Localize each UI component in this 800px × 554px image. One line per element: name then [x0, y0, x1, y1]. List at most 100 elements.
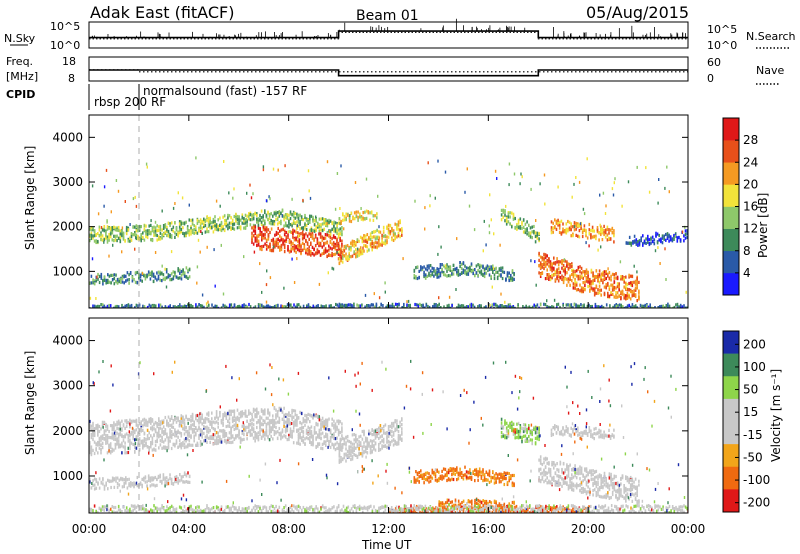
power-cells-cell — [441, 269, 443, 273]
power-cells-cell — [441, 267, 443, 272]
power-cells-cell — [543, 257, 545, 261]
power-cells-cell — [97, 239, 99, 244]
power-cells-cell — [288, 240, 291, 244]
power-cells-cell — [261, 247, 263, 251]
power-cells-cell — [137, 226, 139, 230]
power-cells-cell — [625, 294, 627, 298]
power-cells-cell — [199, 224, 202, 228]
power-cells-cell — [340, 259, 342, 263]
vel-cells-cell — [291, 408, 293, 412]
power-cells-cell — [394, 237, 396, 241]
power-cells-cell — [275, 214, 277, 218]
power-cells-cell — [294, 216, 297, 220]
vel-cells-cell — [246, 432, 248, 436]
power-cells-cell — [370, 303, 373, 307]
power-cells-cell — [617, 307, 619, 308]
vel-cells-cell — [95, 447, 97, 451]
vel-cells-cell — [309, 429, 311, 433]
power-cells-cell — [553, 256, 555, 260]
power-cells-cell — [684, 232, 687, 236]
vel-cells-cell — [158, 419, 160, 423]
power-cells-cell — [227, 223, 229, 227]
power-cells-cell — [343, 214, 346, 219]
vel-cells-cell — [148, 436, 150, 441]
vel-cells-cell — [135, 446, 138, 450]
power-cells-cell — [602, 306, 605, 308]
power-cells-cell — [163, 307, 165, 308]
power-cells-cell — [101, 228, 104, 232]
vel-cells-cell — [142, 446, 144, 450]
power-cells-cell — [259, 229, 261, 233]
vel-cells-cell — [209, 429, 211, 433]
power-cells-speck — [259, 262, 261, 266]
power-cells-cell — [284, 221, 287, 225]
power-cells-cell — [172, 305, 175, 308]
power-cells-cell — [256, 239, 258, 243]
power-cells-cell — [148, 303, 151, 307]
power-cells-cell — [393, 308, 395, 311]
power-cells-cell — [121, 303, 123, 308]
power-cells-cell — [341, 303, 343, 307]
vel-cells-cell — [228, 409, 231, 413]
vel-cells-cell — [320, 419, 322, 423]
vel-cells-cell — [204, 425, 207, 430]
power-cells-cell — [568, 220, 571, 224]
power-cells-speck — [605, 204, 607, 208]
power-cells-cell — [575, 221, 577, 226]
vel-cells-cell — [270, 434, 272, 439]
power-cells-cell — [438, 275, 440, 279]
power-cells-cell — [136, 270, 139, 275]
power-cells-cell — [306, 306, 308, 308]
power-cells-speck — [161, 264, 163, 268]
power-cells-cell — [589, 277, 591, 282]
power-cells-cell — [183, 274, 186, 278]
power-cells-cell — [341, 252, 344, 256]
vel-cells-cell — [145, 418, 147, 422]
power-cells-cell — [666, 232, 669, 236]
power-cells-cell — [438, 267, 440, 271]
power-cells-cell — [340, 221, 342, 225]
power-cells-cell — [533, 224, 535, 229]
power-cells-cell — [270, 238, 273, 243]
vel-cells-cell — [265, 429, 268, 433]
power-cells-cell — [446, 263, 448, 267]
nave-label: Nave — [756, 64, 784, 77]
vel-cells-cell — [296, 423, 298, 427]
power-cells-cell — [201, 221, 203, 225]
power-cells-cell — [289, 223, 292, 227]
power-cells-cell — [583, 305, 585, 308]
power-cells-cell — [372, 303, 374, 307]
vel-cells-cell — [186, 432, 189, 437]
power-cells-cell — [630, 243, 633, 247]
vel-cells-cell — [117, 445, 120, 449]
vel-cells-cell — [296, 421, 298, 425]
power-cells-cell — [140, 239, 142, 243]
power-cells-cell — [290, 230, 292, 234]
power-cells-speck — [485, 243, 487, 247]
power-cells-cell — [485, 271, 488, 275]
power-cells-cell — [300, 245, 302, 249]
power-cells-speck — [326, 241, 329, 245]
power-cells-cell — [485, 305, 487, 308]
power-cells-cell — [616, 276, 619, 280]
power-cells-speck — [134, 195, 136, 199]
power-cells-cell — [361, 240, 364, 244]
power-cells-cell — [256, 217, 258, 221]
power-cells-cell — [541, 265, 544, 269]
vel-cells-cell — [172, 421, 175, 425]
vel-cells-cell — [217, 438, 219, 442]
power-cells-cell — [180, 273, 183, 277]
vel-cells-cell — [127, 434, 130, 438]
power-cells-speck — [571, 195, 573, 199]
power-cells-cell — [683, 304, 685, 308]
vel-cells-cell — [159, 443, 162, 447]
power-cells-cell — [553, 273, 555, 277]
power-cells-cell — [575, 281, 578, 285]
power-cells-cell — [106, 225, 109, 229]
power-cells-cell — [249, 223, 252, 227]
vel-cells-cell — [222, 423, 224, 427]
power-cells-cell — [373, 241, 375, 245]
power-cells-cell — [288, 303, 290, 307]
power-cells-cell — [283, 224, 285, 228]
power-cells-cell — [359, 215, 361, 219]
